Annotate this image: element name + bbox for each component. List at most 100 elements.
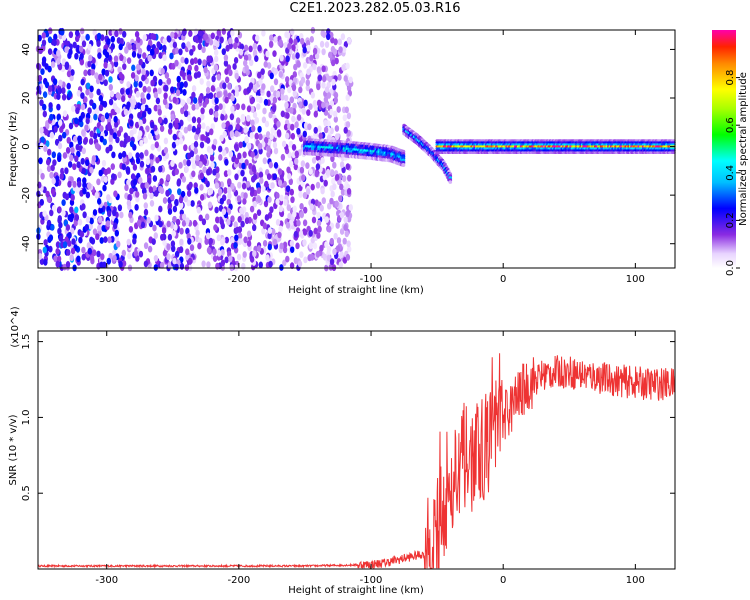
colorbar-label: Normalized spectral amplitude — [738, 72, 749, 226]
spectrogram-cell — [126, 179, 131, 187]
spectrogram-cell — [313, 227, 318, 235]
spectrogram-cell — [293, 230, 299, 238]
spectrogram-cell — [118, 71, 123, 79]
spectrogram-cell — [187, 115, 192, 122]
spectrogram-cell — [185, 248, 190, 256]
spectrogram-cell — [123, 108, 129, 116]
spectrogram-cell — [223, 60, 229, 67]
spectrogram-cell — [316, 219, 322, 227]
spectrogram-cell — [170, 31, 175, 39]
spectrogram-cell — [216, 234, 221, 242]
spectrogram-cell — [305, 84, 310, 92]
spectrogram-cell — [267, 227, 273, 235]
spectrogram-cell — [149, 69, 154, 77]
spectrogram-cell — [291, 115, 296, 123]
spectrogram-cell — [187, 74, 192, 81]
spectrogram-cell — [284, 94, 289, 102]
spectrogram-cell — [118, 43, 123, 51]
spectrogram-cell — [243, 236, 248, 244]
spectrogram-cell — [286, 166, 291, 174]
spectrogram-cell — [260, 68, 265, 75]
spectrogram-cell — [302, 192, 308, 199]
spectrogram-cell — [158, 165, 163, 173]
spectrogram-cell — [218, 154, 223, 161]
spectrogram-cell — [335, 222, 340, 229]
spectrogram-cell — [81, 253, 86, 261]
spectrogram-cell — [149, 192, 154, 200]
spectrogram-cell — [155, 97, 161, 105]
spectrogram-cell — [266, 90, 271, 98]
spectrogram-cell — [86, 82, 91, 90]
spectrogram-cell — [329, 100, 335, 107]
spectrogram-cell — [280, 153, 286, 161]
spectrogram-cell — [61, 93, 67, 101]
spectrogram-cell — [309, 203, 314, 211]
spectrogram-cell — [171, 141, 177, 149]
spectrogram-cell — [346, 188, 352, 195]
spectrogram-cell — [334, 125, 340, 132]
spectrogram-cell — [342, 175, 347, 183]
spectrogram-cell — [39, 258, 45, 265]
spectrogram-cell — [186, 159, 191, 167]
spectrogram-cell — [163, 147, 169, 154]
spectrogram-cell — [186, 97, 191, 105]
spectrogram-cell — [99, 237, 104, 244]
spectrogram-cell — [198, 214, 203, 222]
spectrogram-cell — [194, 187, 199, 194]
spectrogram-cell — [129, 119, 134, 127]
spectrogram-cell — [93, 113, 98, 121]
spectrogram-cell — [234, 37, 239, 44]
spectrogram-cell — [66, 82, 71, 90]
spectrogram-cell — [258, 171, 264, 179]
spectrogram-cell — [305, 162, 310, 170]
spectrogram-cell — [252, 42, 257, 50]
spectrogram-cell — [228, 150, 234, 158]
spectrogram-cell — [211, 144, 217, 151]
spectrogram-cell — [57, 63, 63, 71]
spectrogram-cell — [62, 110, 68, 118]
spectrogram-cell — [141, 117, 147, 124]
spectrogram-cell — [140, 216, 145, 224]
spectrogram-cell — [209, 154, 215, 162]
spectrogram-cell — [262, 240, 268, 247]
spectrogram-cell — [210, 123, 215, 130]
spectrogram-cell — [200, 134, 206, 141]
spectrogram-cell — [230, 215, 235, 223]
spectrogram-cell — [163, 117, 168, 125]
spectrogram-cell — [172, 216, 177, 223]
spectrogram-cell — [127, 43, 132, 51]
spectrogram-cell — [131, 64, 136, 72]
spectrogram-cell — [343, 216, 348, 224]
spectrogram-cell — [126, 101, 131, 109]
spectrogram-cell — [290, 132, 296, 140]
spectrogram-cell — [329, 108, 334, 116]
spectrogram-cell — [262, 107, 267, 115]
spectrogram-cell — [47, 48, 53, 55]
spectrogram-cell — [108, 76, 113, 83]
spectrogram-cell — [237, 216, 242, 223]
spectrogram-cell — [126, 199, 132, 207]
spectrogram-cell — [103, 129, 109, 137]
spectrogram-cell — [154, 47, 159, 55]
spectrogram-cell — [320, 187, 325, 195]
spectrogram-cell — [64, 167, 69, 175]
spectrogram-cell — [243, 126, 248, 134]
spectrogram-cell — [300, 76, 306, 84]
spectrogram-cell — [85, 33, 90, 41]
spectrogram-cell — [264, 120, 270, 128]
spectrogram-cell — [102, 138, 108, 146]
spectrogram-cell — [46, 196, 52, 203]
spectrogram-cell — [104, 69, 110, 77]
spectrogram-cell — [221, 28, 226, 35]
spectrogram-cell — [132, 237, 137, 245]
spectrogram-cell — [214, 97, 219, 105]
spectrogram-cell — [146, 44, 151, 52]
spectrogram-cell — [56, 57, 61, 65]
spectrogram-cell — [69, 154, 74, 162]
spectrogram-cell — [66, 249, 71, 256]
spectrogram-cell — [180, 56, 185, 64]
spectrogram-cell — [279, 242, 284, 250]
spectrogram-cell — [108, 84, 114, 91]
spectrogram-cell — [313, 126, 318, 134]
spectrogram-cell — [75, 186, 80, 194]
